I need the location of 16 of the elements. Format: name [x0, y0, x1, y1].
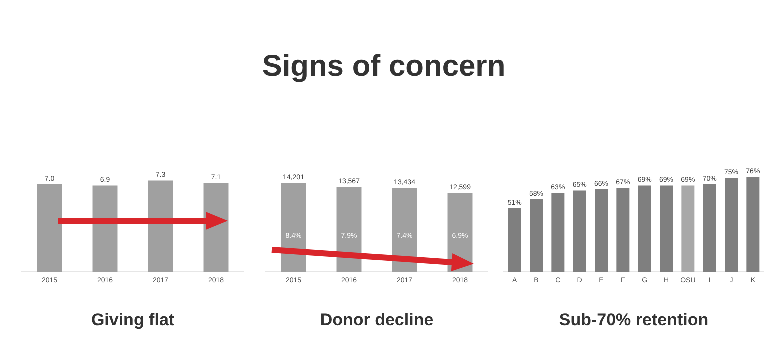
- bar: [660, 186, 673, 272]
- bar: [508, 208, 522, 272]
- bar: [703, 184, 716, 272]
- bar: [616, 188, 630, 272]
- text: Giving flat: [91, 310, 175, 330]
- bar: [725, 178, 738, 272]
- bar: [638, 186, 652, 272]
- bar: [682, 186, 695, 272]
- text: Signs of concern: [262, 50, 506, 83]
- text: Sub-70% retention: [559, 310, 709, 330]
- text: Donor decline: [320, 310, 434, 330]
- bar: [573, 190, 586, 272]
- bar: [595, 190, 608, 272]
- bar: [552, 193, 565, 272]
- bar: [746, 177, 760, 272]
- bar: [530, 200, 543, 272]
